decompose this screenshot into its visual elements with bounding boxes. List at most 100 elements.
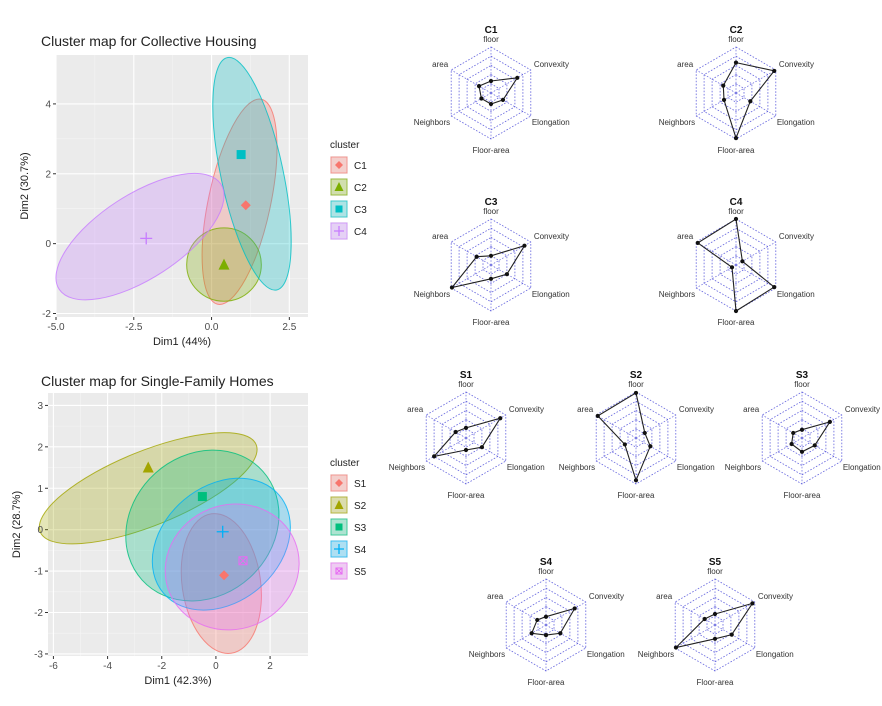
radar-axis-label-floor: floor [458,380,474,389]
radar-data-point [673,645,679,650]
radar-data-point [740,259,745,264]
cluster-ellipse-s1 [180,513,262,654]
radar-chart-s5 [673,578,756,672]
radar-axis-label-area: area [487,592,504,601]
radar-data-polygon [478,77,519,105]
radar-spoke [425,414,467,439]
radar-title-s4: S4 [540,557,553,568]
radar-chart-s3 [761,391,843,485]
radar-data-point [721,83,726,88]
radar-data-point [453,429,458,435]
radar-title-c3: C3 [485,197,498,208]
radar-axis-label-elongation: Elongation [777,290,815,299]
radar-axis-label-floor: floor [728,207,744,216]
radar-data-point [476,84,482,89]
radar-data-point [498,416,503,421]
x-tick-label: -5.0 [47,322,65,333]
radar-axis-label-neighbors: Neighbors [414,290,450,299]
radar-spoke [695,92,737,117]
legend-marker-s5 [335,567,343,575]
radar-axis-label-elongation: Elongation [777,118,815,127]
radar-data-point [712,636,718,641]
radar-spoke [761,414,803,439]
legend-marker-c3 [335,205,343,213]
radar-spoke [490,92,532,117]
radar-grid-ring [711,236,761,294]
radar-data-point [515,75,520,80]
radar-chart-s1 [425,391,507,485]
radar-spoke [735,264,777,289]
radar-axis-label-floor-area: Floor-area [718,318,755,327]
radar-grid-ring [521,596,571,654]
radar-data-point [504,272,510,277]
radar-data-point [500,97,506,102]
radar-data-point [535,617,540,623]
radar-title-s3: S3 [796,370,809,381]
radar-title-s1: S1 [460,370,473,381]
legend-label-s2: S2 [354,501,367,512]
legend-marker-s2 [334,500,344,509]
radar-grid-ring [698,606,732,644]
radar-spoke [635,437,677,462]
radar-axis-label-neighbors: Neighbors [414,118,450,127]
radar-data-point [522,243,527,248]
radar-axis-label-floor-area: Floor-area [618,491,655,500]
radar-grid-ring [529,606,563,644]
legend-marker-c1 [335,161,343,169]
radar-data-point [479,96,484,101]
radar-axis-label-floor-area: Floor-area [718,146,755,155]
radar-axis-label-floor-area: Floor-area [784,491,821,500]
radar-data-point [558,631,563,636]
radar-axis-label-neighbors: Neighbors [659,118,695,127]
radar-axis-label-elongation: Elongation [587,650,625,659]
legend-label-c3: C3 [354,205,367,216]
radar-grid-ring [474,74,508,112]
radar-chart-c3 [449,218,532,312]
radar-data-point [488,276,494,281]
radar-data-point [474,254,479,259]
centroid-point-c4 [140,232,153,245]
radar-grid-ring [457,428,475,448]
radar-chart-s2 [595,390,677,485]
radar-data-point [432,454,437,459]
y-axis-label: Dim2 (30.7%) [19,152,31,219]
radar-grid-ring [466,236,516,294]
radar-axis-label-floor-area: Floor-area [528,678,565,687]
radar-chart-c1 [450,46,532,140]
legend-label-c4: C4 [354,227,367,238]
radar-spoke [465,414,507,439]
radar-data-polygon [791,420,832,453]
radar-grid-ring [611,409,661,467]
centroid-point-s4 [216,525,229,538]
radar-grid-ring [619,419,653,457]
radar-spoke [490,241,532,266]
radar-data-point [463,447,469,453]
radar-axis-label-area: area [577,405,594,414]
plot-panel [56,55,308,317]
radar-data-point [750,601,755,606]
radar-axis-label-convexity: Convexity [509,405,544,414]
radar-axis-label-neighbors: Neighbors [559,463,595,472]
legend-marker-c2 [334,182,344,191]
radar-grid-ring [711,64,761,122]
radar-axis-label-neighbors: Neighbors [638,650,674,659]
radar-axis-label-elongation: Elongation [532,290,570,299]
radar-spoke [490,69,532,94]
radar-chart-s4 [505,578,587,672]
radar-data-point [799,449,805,454]
centroid-point-s5 [238,556,248,566]
radar-data-polygon [596,392,651,482]
radar-data-point [543,633,549,638]
cluster-ellipse-c4 [55,172,225,301]
radar-axis-label-neighbors: Neighbors [389,463,425,472]
radar-data-point [449,285,455,290]
y-tick-label: -1 [34,567,43,578]
legend-label-s5: S5 [354,567,367,578]
y-tick-label: 2 [37,442,43,453]
radar-axis-label-area: area [677,60,694,69]
cluster-map-collective [53,55,348,320]
radar-chart-c4 [695,216,777,314]
centroid-point-c3 [236,150,246,160]
radar-spoke [735,92,777,117]
radar-data-point [812,443,817,448]
